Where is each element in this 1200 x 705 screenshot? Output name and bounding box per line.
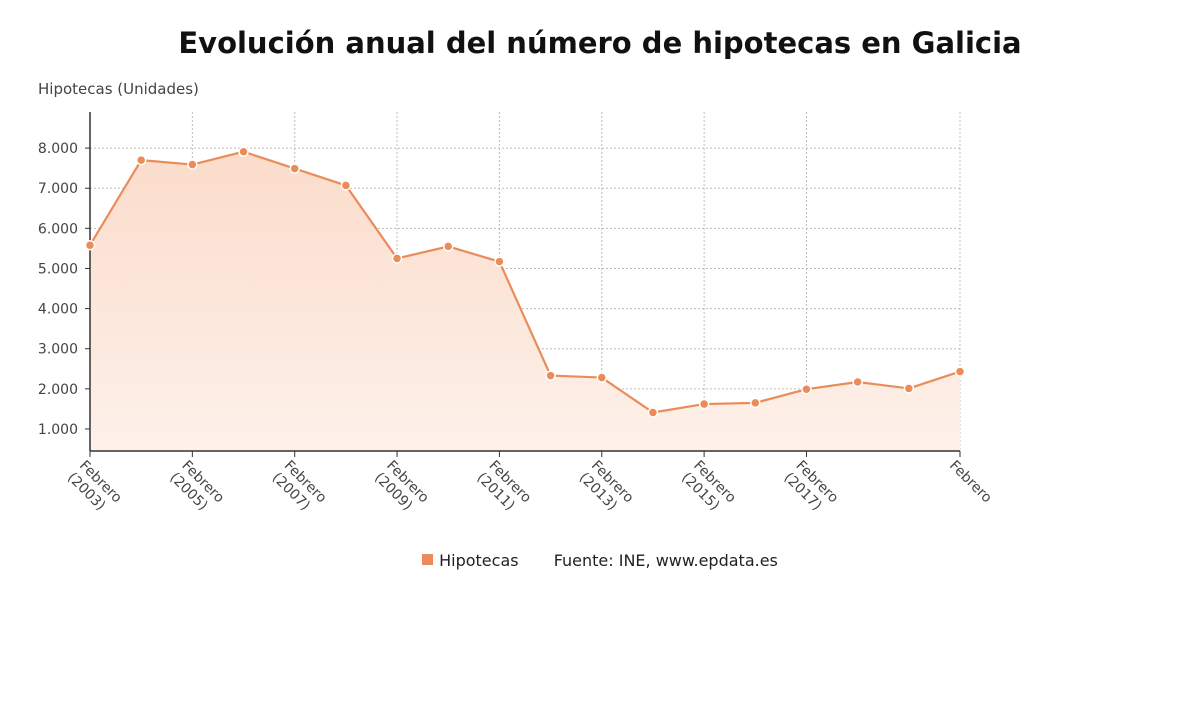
x-tick-labels: Febrero(2003) Febrero(2005) Febrero(2007) F… (64, 458, 995, 514)
area-fill (90, 151, 960, 451)
data-point (340, 180, 352, 191)
x-tick-label: Febrero(2009) (371, 458, 432, 514)
y-tick-label: 6.000 (38, 221, 78, 237)
x-tick-label: Febrero(2003) (64, 458, 125, 514)
y-tick-label: 2.000 (38, 382, 78, 398)
series-points (84, 146, 966, 418)
y-tick-label: 7.000 (38, 181, 78, 197)
series-line-hipotecas (89, 150, 961, 414)
x-tick-label: Febrero(2007) (269, 458, 330, 514)
x-tick-label: Febrero (946, 458, 995, 507)
y-tick-label: 1.000 (38, 422, 78, 438)
data-point (442, 241, 454, 252)
x-tick-label: Febrero(2017) (781, 458, 842, 514)
x-tick-label: Febrero(2015) (678, 458, 739, 514)
legend: Hipotecas Fuente: INE, www.epdata.es (0, 551, 1200, 570)
data-point (596, 372, 608, 383)
data-point (647, 407, 659, 418)
data-point (903, 383, 915, 394)
x-tick-label: Febrero(2013) (576, 458, 637, 514)
x-tick-label: Febrero(2005) (166, 458, 227, 514)
data-point (238, 146, 249, 157)
data-point (698, 398, 710, 410)
legend-label: Hipotecas (439, 551, 519, 570)
series-line (89, 150, 961, 414)
series-area (90, 151, 960, 451)
y-tick-labels: 1.000 2.000 3.000 4.000 5.000 6.000 7.000 8.000 (38, 141, 78, 438)
data-point (391, 253, 403, 264)
y-axis-label: Hipotecas (Unidades) (38, 80, 199, 98)
legend-swatch (422, 554, 434, 565)
data-point (494, 256, 505, 267)
data-point (289, 163, 300, 174)
y-tick-label: 4.000 (38, 302, 78, 318)
axes (85, 112, 961, 457)
data-point (750, 397, 761, 409)
legend-item-hipotecas[interactable]: Hipotecas (422, 551, 519, 570)
data-point (84, 239, 96, 251)
data-point (954, 366, 966, 377)
y-tick-label: 5.000 (38, 261, 78, 277)
y-tick-label: 3.000 (38, 342, 78, 358)
data-point (135, 154, 147, 166)
y-tick-label: 8.000 (38, 141, 78, 157)
chart-title: Evolución anual del número de hipotecas … (178, 26, 1022, 60)
x-tick-label: Febrero(2011) (473, 458, 534, 514)
x-tick-label-line: Febrero (946, 458, 995, 507)
data-point (545, 370, 556, 381)
source-note: Fuente: INE, www.epdata.es (553, 551, 778, 570)
data-point (801, 383, 812, 395)
data-point (852, 376, 863, 388)
data-point (187, 159, 198, 170)
